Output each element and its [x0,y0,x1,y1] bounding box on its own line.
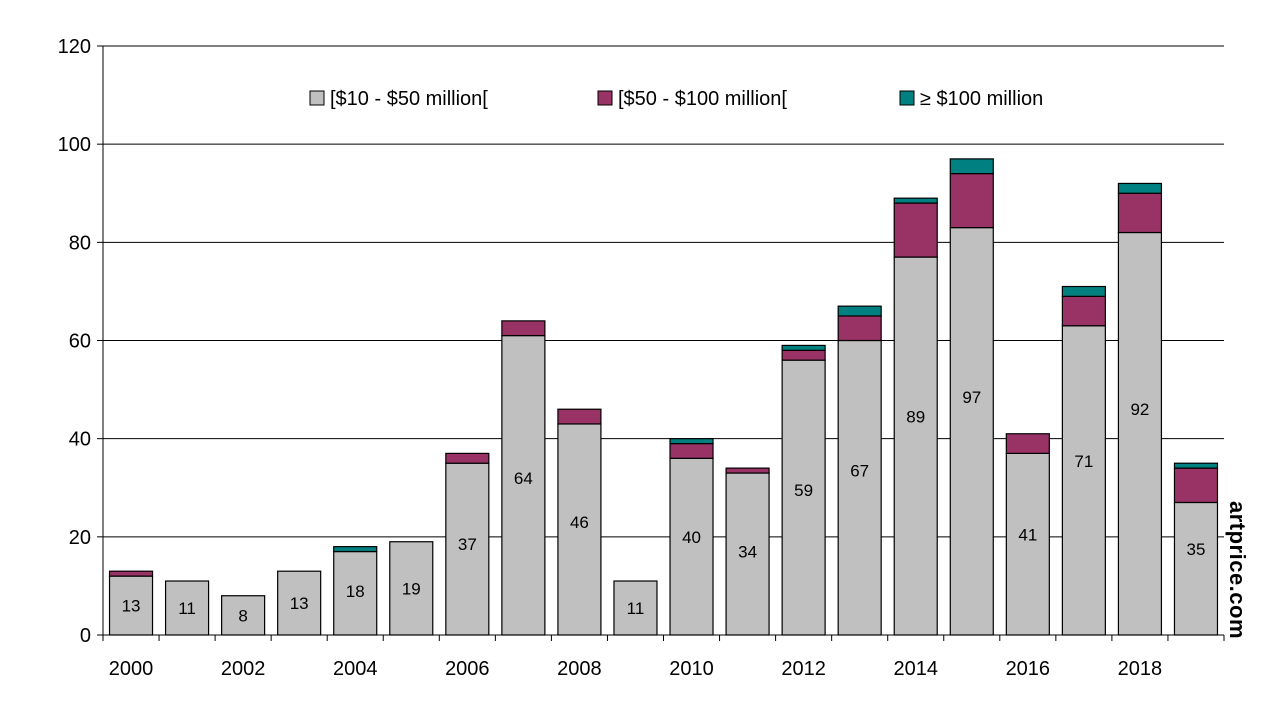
total-data-label: 35 [1187,540,1206,559]
bar-segment-series-0 [837,339,882,636]
bar-segment-series-0 [893,256,938,636]
bar-segment-series-0 [613,580,658,636]
total-data-label: 18 [346,582,365,601]
bar-segment-series-2 [669,438,714,445]
total-data-label: 92 [1130,400,1149,419]
y-tick-label: 0 [80,625,91,647]
y-tick-label: 40 [69,429,91,451]
bar-segment-series-1 [781,349,826,361]
bar-segment-series-1 [1117,192,1163,234]
bar-segment-series-2 [1117,182,1163,194]
y-tick-label: 100 [58,134,91,156]
bar-segment-series-0 [1117,231,1163,636]
legend-swatch [899,90,915,106]
bar-segment-series-2 [333,546,378,553]
total-data-label: 97 [962,388,981,407]
bar-segment-series-0 [108,575,154,636]
bar-segment-series-0 [725,472,770,636]
legend-swatch [597,90,613,106]
x-tick-label: 2010 [669,658,714,680]
total-data-label: 8 [238,606,247,625]
bar-segment-series-1 [837,315,882,342]
bar-segment-series-2 [893,197,938,204]
total-data-label: 34 [738,543,757,562]
bar-segment-series-2 [837,305,882,317]
bar-segment-series-2 [781,344,826,351]
total-data-label: 37 [458,535,477,554]
bar-segment-series-0 [164,580,210,636]
bar-segment-series-0 [557,423,602,636]
x-tick-label: 2018 [1118,658,1163,680]
bar-segment-series-1 [1005,433,1050,454]
x-tick-label: 2016 [1006,658,1051,680]
bar-segment-series-2 [1061,285,1106,297]
y-tick-label: 20 [69,527,91,549]
legend: [$10 - $50 million[ [$50 - $100 million[ ≥… [309,88,1043,110]
bar-segment-series-1 [669,442,714,459]
legend-label: [$10 - $50 million[ [330,88,488,110]
bar-segment-series-0 [669,457,714,636]
bar-segment-series-0 [221,595,266,636]
bar-segment-series-1 [1173,467,1219,504]
total-data-label: 64 [514,469,533,488]
bar-segment-series-2 [1173,462,1219,469]
bar-segment-series-0 [1173,501,1219,636]
total-data-label: 59 [794,481,813,500]
bar-segment-series-1 [445,452,490,464]
bar-segment-series-1 [108,570,154,577]
bars [108,158,1219,636]
x-tick-label: 2012 [781,658,826,680]
x-tick-label: 2002 [221,658,266,680]
y-tick-label: 60 [69,331,91,353]
bar-segment-series-0 [277,570,322,636]
bar-segment-series-0 [389,541,434,636]
y-tick-label: 120 [58,36,91,58]
total-data-label: 71 [1074,452,1093,471]
bar-segment-series-1 [949,173,994,229]
y-tick-label: 80 [69,232,91,254]
bar-segment-series-1 [893,202,938,258]
total-data-label: 11 [627,599,645,618]
bar-segment-series-0 [1061,325,1106,636]
legend-swatch [309,90,325,106]
data-labels: 13 11 8 13 18 19 37 64 46 11 40 34 59 67 89 97 41 71 92 35 [122,388,1206,625]
total-data-label: 19 [402,579,421,598]
bar-segment-series-1 [725,467,770,474]
watermark-text: artprice.com [1225,500,1250,640]
bar-segment-series-0 [781,359,826,636]
bar-segment-series-2 [949,158,994,175]
bar-segment-series-1 [557,408,602,425]
x-tick-label: 2014 [893,658,938,680]
bar-segment-series-0 [501,334,546,636]
total-data-label: 40 [682,528,701,547]
legend-label: [$50 - $100 million[ [618,88,787,110]
bar-segment-series-1 [1061,295,1106,327]
bar-segment-series-0 [445,462,490,636]
x-tick-label: 2006 [445,658,490,680]
bar-segment-series-1 [501,320,546,337]
total-data-label: 46 [570,513,589,532]
total-data-label: 13 [122,597,141,616]
x-tick-label: 2004 [333,658,378,680]
gridlines [103,45,1224,538]
legend-label: ≥ $100 million [920,88,1043,110]
total-data-label: 67 [850,462,869,481]
total-data-label: 13 [290,594,309,613]
x-tick-label: 2000 [109,658,154,680]
total-data-label: 11 [178,599,196,618]
total-data-label: 89 [906,408,925,427]
total-data-label: 41 [1018,525,1037,544]
bar-segment-series-0 [949,227,994,636]
x-tick-label: 2008 [557,658,602,680]
artprice-watermark: artprice.com [1220,501,1254,639]
